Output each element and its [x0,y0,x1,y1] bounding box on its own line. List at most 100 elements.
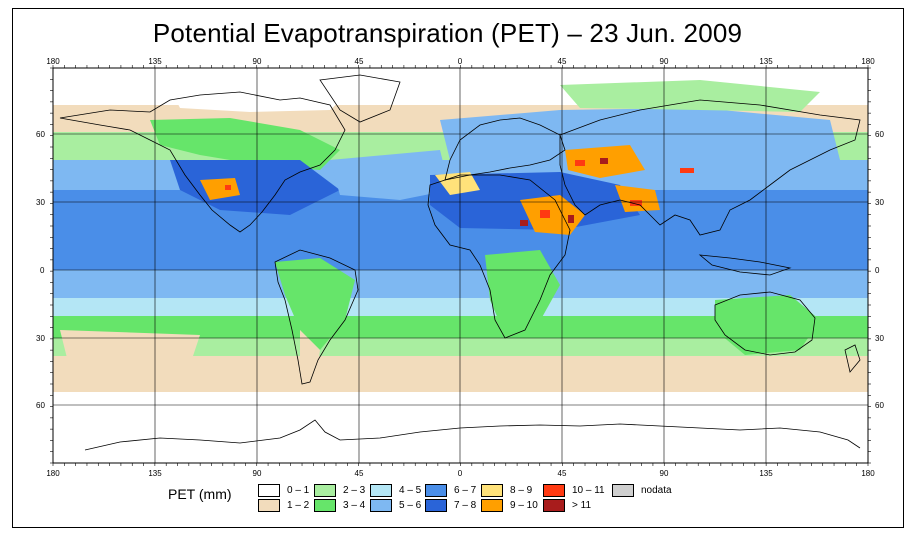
lat-left-2: 0 [40,266,45,275]
patch-south-america-south [300,330,320,385]
patch-north-america-high [150,118,340,170]
lon-bottom-2: 90 [253,469,262,478]
hot-spot-6 [568,215,574,223]
band-antarctic [53,392,868,463]
hot-pakistan [615,185,660,212]
patch-eurasia [440,108,840,180]
lon-top-1: 135 [148,57,162,66]
patch-africa-south [485,250,560,335]
lon-bottom-3: 45 [355,469,364,478]
lon-bottom-5: 45 [558,469,567,478]
lat-labels-right: 60 30 0 30 60 [875,130,884,410]
patch-australia [715,295,820,355]
lon-bottom-4: 0 [458,469,463,478]
lon-top-2: 90 [253,57,262,66]
legend-label-5: 5 – 6 [399,500,422,511]
legend-label-1: 1 – 2 [287,500,310,511]
lon-top-7: 135 [759,57,773,66]
legend-title: PET (mm) [168,486,232,502]
lon-top-3: 45 [355,57,364,66]
lat-right-0: 60 [875,130,884,139]
lon-top-8: 180 [861,57,875,66]
patch-atlantic-north [330,150,450,200]
coast-new-zealand [844,344,861,373]
legend-label-11: > 11 [572,500,591,511]
map-title: Potential Evapotranspiration (PET) – 23 … [152,18,743,48]
lon-bottom-6: 90 [660,469,669,478]
band-equator [53,232,868,270]
hot-arabia [520,195,585,235]
coast-greenland [319,74,401,123]
coast-antarctica [84,419,861,451]
lat-right-4: 60 [875,401,884,410]
lat-right-1: 30 [875,198,884,207]
legend-label-8: 8 – 9 [510,485,533,496]
graticule [53,68,868,463]
legend-label-10: 10 – 11 [572,485,605,496]
lon-top-5: 45 [558,57,567,66]
legend-swatch-7 [425,499,447,512]
legend-label-12: nodata [641,485,672,496]
legend-swatch-12 [612,484,634,497]
lon-bottom-1: 135 [148,469,162,478]
coast-australia [714,291,816,356]
patch-south-america [275,258,355,350]
legend-swatch-4 [370,484,392,497]
lat-right-3: 30 [875,334,884,343]
coast-south-america [274,249,359,385]
legend-label-7: 7 – 8 [454,500,477,511]
coast-north-america [59,91,346,233]
lat-left-4: 60 [36,401,45,410]
hot-spot-8 [680,168,694,173]
hot-spot-1 [575,160,585,166]
hot-spot-7 [225,185,231,190]
lon-top-0: 180 [46,57,60,66]
lat-labels-left: 60 30 0 30 60 [36,130,45,410]
patch-south-pacific [60,330,200,370]
legend-label-3: 3 – 4 [343,500,366,511]
band-south-tropics [53,270,868,298]
legend-swatch-5 [370,499,392,512]
lon-top-4: 0 [458,57,463,66]
legend-label-9: 9 – 10 [510,500,538,511]
legend-label-6: 6 – 7 [454,485,477,496]
lat-left-3: 30 [36,334,45,343]
hot-spot-2 [600,158,608,164]
legend-swatch-9 [481,499,503,512]
lat-right-2: 0 [875,266,880,275]
lon-labels-top: 180 135 90 45 0 45 90 135 180 [46,57,875,66]
figure-frame [12,8,904,528]
legend-swatch-10 [543,484,565,497]
legend-swatch-0 [258,484,280,497]
legend-label-4: 4 – 5 [399,485,422,496]
coastlines [59,74,861,451]
coast-indonesia [698,254,792,276]
hot-spot-3 [540,210,550,218]
legend-label-0: 0 – 1 [287,485,310,496]
legend-swatch-11 [543,499,565,512]
patch-siberia [560,80,820,112]
hot-spot-4 [520,220,528,226]
lon-top-6: 90 [660,57,669,66]
hot-sahara [435,172,480,195]
coast-asia [559,99,861,236]
legend-swatch-1 [258,499,280,512]
lat-left-1: 30 [36,198,45,207]
legend-swatch-2 [314,484,336,497]
legend-label-2: 2 – 3 [343,485,366,496]
lon-bottom-0: 180 [46,469,60,478]
coast-africa [427,174,571,339]
legend-swatch-8 [481,484,503,497]
lat-left-0: 60 [36,130,45,139]
legend-swatch-6 [425,484,447,497]
pet-field [53,68,868,463]
lon-bottom-7: 135 [759,469,773,478]
patch-canada-north [170,82,350,112]
lon-labels-bottom: 180 135 90 45 0 45 90 135 180 [46,469,875,478]
hot-us-southwest [200,178,240,200]
lon-bottom-8: 180 [861,469,875,478]
hot-spot-5 [630,200,642,206]
edge-ticks [50,65,871,466]
legend-swatch-3 [314,499,336,512]
